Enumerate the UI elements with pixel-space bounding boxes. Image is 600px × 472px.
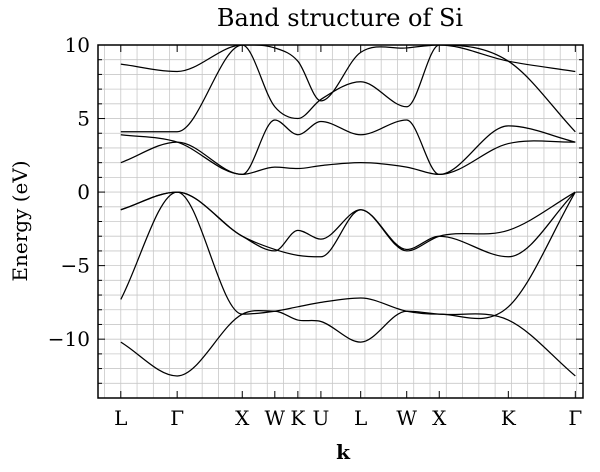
band-line-8: [120, 45, 576, 102]
x-tick-label: Γ: [568, 406, 582, 430]
x-tick-label: L: [354, 406, 367, 430]
x-tick-label: X: [432, 406, 447, 430]
band-line-7: [120, 45, 576, 133]
x-tick-label: W: [265, 406, 286, 430]
y-tick-label: 5: [77, 107, 90, 131]
axis-ticks: [98, 44, 583, 399]
y-axis-label: Energy (eV): [8, 160, 32, 281]
x-tick-label: K: [501, 406, 517, 430]
band-line-4: [120, 191, 576, 252]
grid-lines: [98, 44, 583, 399]
y-tick-label: 10: [65, 33, 90, 57]
x-tick-label: X: [235, 406, 250, 430]
x-tick-label: L: [114, 406, 127, 430]
x-tick-label: W: [396, 406, 417, 430]
y-tick-labels: 10 5 0 −5 −10: [48, 33, 90, 351]
x-tick-label: K: [290, 406, 306, 430]
y-tick-label: 0: [77, 180, 90, 204]
band-line-5: [120, 140, 576, 176]
band-line-1: [120, 309, 576, 377]
x-tick-label: Γ: [170, 406, 184, 430]
x-axis-label: k: [336, 440, 351, 464]
x-tick-label: U: [312, 406, 329, 430]
band-line-6: [120, 119, 576, 176]
y-tick-label: −10: [48, 327, 90, 351]
chart-title: Band structure of Si: [217, 4, 464, 32]
band-lines: [120, 45, 576, 377]
band-line-2: [120, 191, 576, 320]
y-tick-label: −5: [61, 254, 90, 278]
